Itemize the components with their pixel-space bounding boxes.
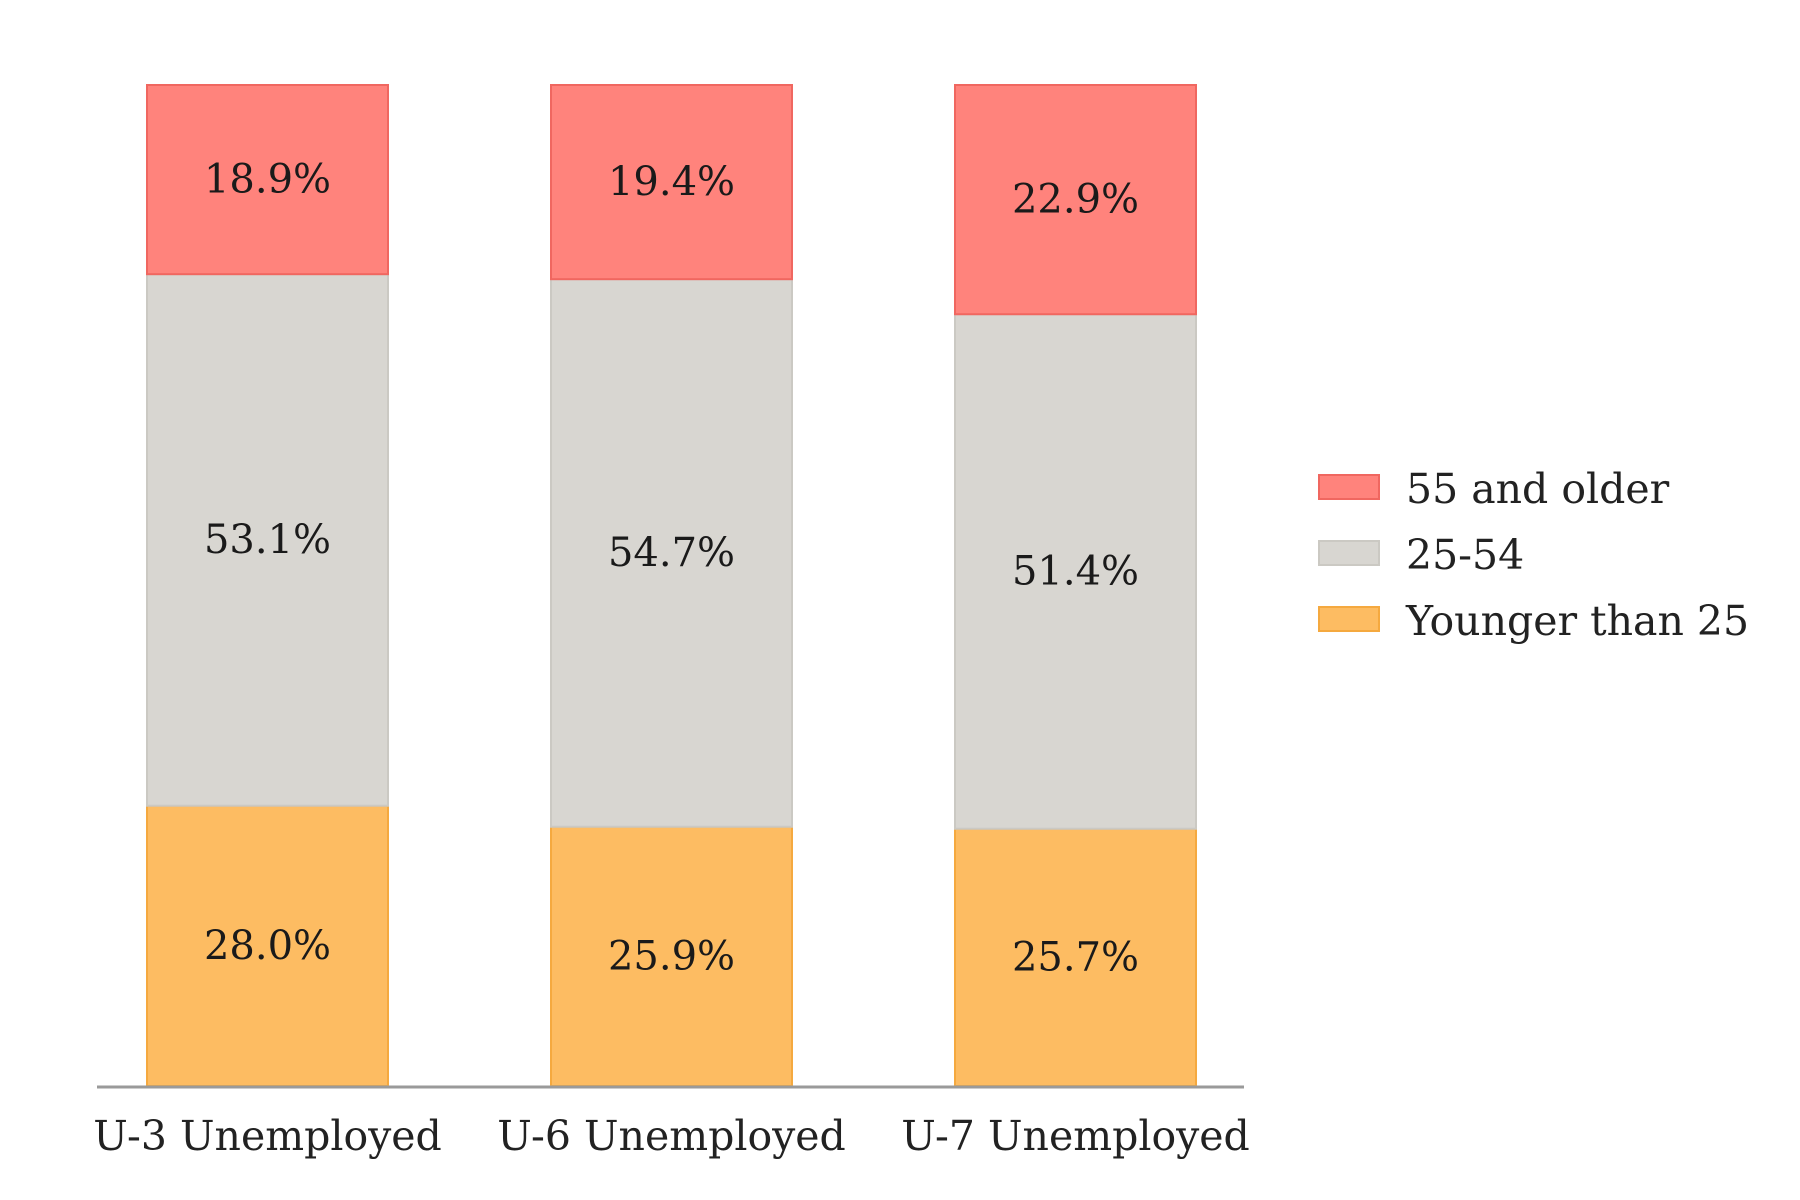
legend-label-25-54: 25-54 [1406, 531, 1524, 579]
data-labels-layer: 28.0% 53.1% 18.9% 25.9% 54.7% 19.4% 25.7% 51.4%… [204, 157, 1139, 981]
bar-segment-55-and-older-u-6-unemployed [550, 84, 793, 281]
bar-segment-55-and-older-u-3-unemployed [146, 84, 389, 276]
data-label-25-54-u-3-unemployed: 53.1% [204, 517, 331, 563]
data-label-younger-than-25-u-6-unemployed: 25.9% [608, 933, 735, 979]
data-label-younger-than-25-u-3-unemployed: 28.0% [204, 923, 331, 969]
x-tick-label-u-7-unemployed: U-7 Unemployed [901, 1112, 1250, 1160]
legend-swatch-55-and-older [1318, 474, 1380, 500]
x-tick-label-u-6-unemployed: U-6 Unemployed [497, 1112, 846, 1160]
bar-segment-25-54-u-7-unemployed [954, 313, 1197, 830]
bar-segment-younger-than-25-u-6-unemployed [550, 825, 793, 1088]
bar-segment-55-and-older-u-7-unemployed [954, 84, 1197, 316]
data-label-25-54-u-7-unemployed: 51.4% [1012, 548, 1139, 594]
data-label-55-and-older-u-6-unemployed: 19.4% [608, 159, 735, 205]
data-label-25-54-u-6-unemployed: 54.7% [608, 530, 735, 576]
bar-segment-25-54-u-6-unemployed [550, 278, 793, 828]
data-label-55-and-older-u-7-unemployed: 22.9% [1012, 177, 1139, 223]
x-tick-labels: U-3 Unemployed U-6 Unemployed U-7 Unemploy… [93, 1112, 1250, 1160]
legend-swatch-25-54 [1318, 540, 1380, 566]
bar-segment-younger-than-25-u-3-unemployed [146, 804, 389, 1087]
data-label-55-and-older-u-3-unemployed: 18.9% [204, 157, 331, 203]
legend-label-55-and-older: 55 and older [1406, 465, 1670, 513]
bars-layer [146, 84, 1197, 1088]
bar-segment-25-54-u-3-unemployed [146, 273, 389, 807]
x-tick-label-u-3-unemployed: U-3 Unemployed [93, 1112, 442, 1160]
legend-swatch-younger-than-25 [1318, 606, 1380, 632]
legend-label-younger-than-25: Younger than 25 [1405, 597, 1749, 645]
data-label-younger-than-25-u-7-unemployed: 25.7% [1012, 934, 1139, 980]
legend: 55 and older 25-54 Younger than 25 [1318, 465, 1749, 645]
